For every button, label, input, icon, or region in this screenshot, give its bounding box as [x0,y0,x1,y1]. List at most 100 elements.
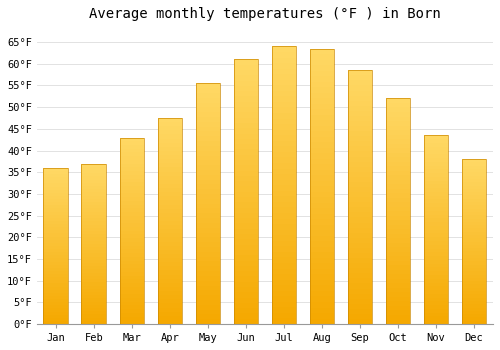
Bar [310,296,334,302]
Bar [386,153,410,157]
Bar [82,183,106,186]
Bar [196,170,220,175]
Bar [462,205,486,209]
Bar [44,196,68,199]
Bar [424,181,448,184]
Bar [348,126,372,131]
Bar [158,254,182,258]
Bar [386,220,410,225]
Bar [348,217,372,223]
Bar [348,278,372,284]
Bar [120,313,144,316]
Bar [196,286,220,290]
Bar [82,193,106,196]
Bar [462,308,486,311]
Bar [234,303,258,308]
Bar [196,88,220,93]
Bar [120,208,144,212]
Bar [234,208,258,213]
Bar [272,74,296,80]
Bar [424,248,448,252]
Bar [310,318,334,324]
Bar [158,204,182,209]
Bar [272,141,296,146]
Bar [120,156,144,160]
Bar [196,107,220,112]
Bar [424,252,448,256]
Bar [82,289,106,292]
Bar [424,203,448,207]
Bar [120,268,144,272]
Bar [386,252,410,256]
Bar [348,146,372,152]
Bar [424,222,448,226]
Bar [120,231,144,234]
Bar [196,305,220,310]
Bar [82,282,106,286]
Bar [272,152,296,158]
Bar [386,121,410,126]
Bar [424,290,448,294]
Bar [44,296,68,299]
Bar [120,316,144,320]
Bar [462,261,486,265]
Bar [310,148,334,153]
Bar [462,173,486,176]
Bar [158,250,182,254]
Bar [82,180,106,183]
Bar [82,173,106,176]
Bar [234,308,258,314]
Bar [462,291,486,294]
Bar [44,246,68,249]
Bar [348,197,372,202]
Bar [120,201,144,205]
Bar [196,213,220,218]
Bar [348,304,372,309]
Bar [158,275,182,279]
Bar [424,313,448,316]
Bar [348,212,372,217]
Bar [310,214,334,219]
Bar [120,182,144,186]
Bar [120,175,144,178]
Bar [424,271,448,275]
Bar [120,287,144,290]
Bar [462,311,486,314]
Bar [234,118,258,123]
Bar [158,118,182,324]
Bar [462,314,486,317]
Bar [234,144,258,149]
Bar [386,162,410,166]
Bar [158,262,182,266]
Bar [348,319,372,324]
Bar [82,295,106,298]
Bar [120,167,144,171]
Bar [462,271,486,275]
Bar [272,246,296,252]
Bar [424,309,448,313]
Bar [386,107,410,112]
Bar [386,225,410,229]
Bar [348,121,372,126]
Bar [234,70,258,75]
Bar [272,102,296,107]
Bar [272,163,296,169]
Bar [462,288,486,291]
Bar [272,202,296,208]
Bar [310,252,334,258]
Bar [234,260,258,266]
Bar [348,106,372,111]
Bar [348,131,372,136]
Bar [158,295,182,299]
Bar [196,204,220,209]
Bar [424,320,448,324]
Bar [234,60,258,65]
Bar [310,203,334,208]
Bar [424,215,448,218]
Bar [348,162,372,167]
Bar [348,177,372,182]
Bar [120,219,144,223]
Bar [82,205,106,209]
Bar [82,234,106,237]
Bar [310,236,334,241]
